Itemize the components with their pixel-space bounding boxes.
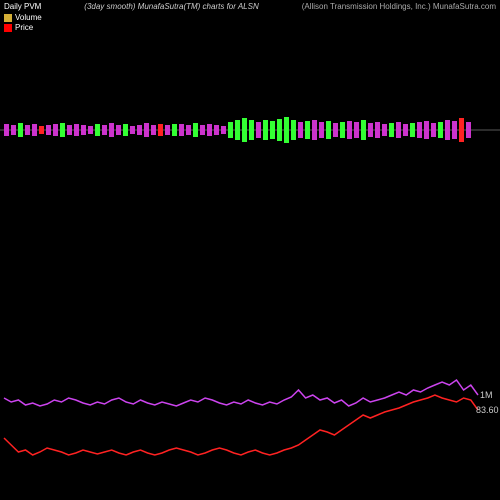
legend-price: Price [4, 23, 496, 32]
swatch-volume [4, 14, 12, 22]
chart-svg [0, 40, 500, 480]
legend-price-label: Price [15, 23, 33, 32]
legend: Volume Price [0, 13, 500, 32]
title-left: Daily PVM [4, 2, 41, 11]
legend-volume-label: Volume [15, 13, 42, 22]
volume-axis-label: 1M [480, 390, 493, 400]
legend-volume: Volume [4, 13, 496, 22]
swatch-price [4, 24, 12, 32]
price-axis-label: 83.60 [476, 405, 499, 415]
chart-area [0, 40, 500, 480]
title-center: (3day smooth) MunafaSutra(TM) charts for… [84, 2, 258, 11]
chart-header: Daily PVM (3day smooth) MunafaSutra(TM) … [0, 0, 500, 13]
title-right: (Allison Transmission Holdings, Inc.) Mu… [302, 2, 496, 11]
